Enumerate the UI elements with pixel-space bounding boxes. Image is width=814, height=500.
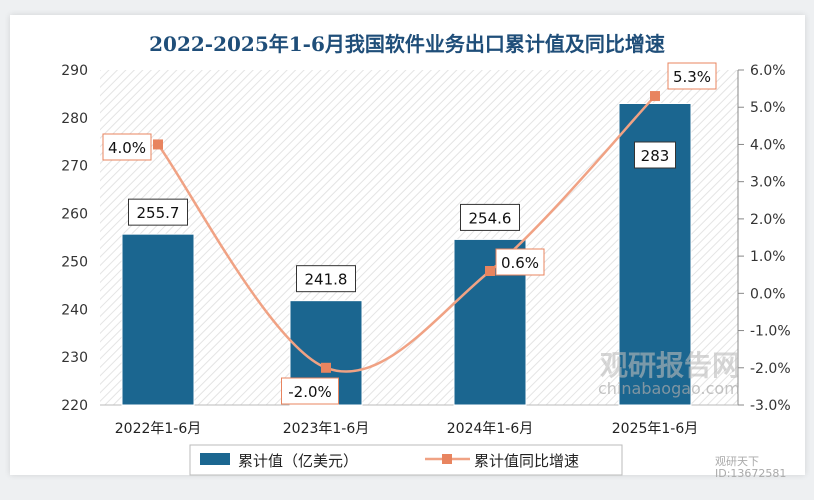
right-tick-label: -3.0% bbox=[750, 398, 791, 414]
chart-title: 2022-2025年1-6月我国软件业务出口累计值及同比增速 bbox=[149, 32, 665, 56]
bar-label: 254.6 bbox=[469, 209, 512, 227]
legend-bar-swatch bbox=[200, 453, 230, 465]
bar-label-box bbox=[634, 141, 676, 169]
line-marker bbox=[153, 139, 163, 150]
bar-label-box bbox=[460, 203, 520, 231]
x-tick-label: 2025年1-6月 bbox=[612, 421, 699, 437]
bar bbox=[121, 233, 195, 406]
bar-label-box bbox=[296, 265, 356, 293]
right-tick-label: -2.0% bbox=[750, 361, 791, 377]
watermark: 观研天下 ID:13672581 bbox=[715, 456, 786, 480]
left-tick-label: 290 bbox=[61, 63, 88, 79]
x-tick-label: 2024年1-6月 bbox=[447, 421, 534, 437]
left-tick-label: 230 bbox=[61, 350, 88, 366]
line-label: 5.3% bbox=[673, 68, 711, 86]
bar-label: 283 bbox=[641, 147, 670, 165]
right-tick-label: -1.0% bbox=[750, 324, 791, 340]
line-marker bbox=[321, 362, 331, 373]
right-tick-label: 4.0% bbox=[750, 137, 786, 153]
line-label-box bbox=[495, 248, 545, 276]
bar-label-box bbox=[128, 198, 188, 226]
right-tick-label: 6.0% bbox=[750, 63, 786, 79]
bar-label: 255.7 bbox=[137, 204, 180, 222]
right-tick-label: 1.0% bbox=[750, 249, 786, 265]
left-tick-label: 270 bbox=[61, 159, 88, 175]
line-label: 4.0% bbox=[108, 139, 146, 157]
watermark-id: ID:13672581 bbox=[715, 467, 787, 480]
left-tick-label: 260 bbox=[61, 207, 88, 223]
legend-box bbox=[189, 444, 623, 476]
growth-line bbox=[157, 95, 656, 373]
bar-label: 241.8 bbox=[305, 271, 348, 289]
right-tick-label: 0.0% bbox=[750, 286, 786, 302]
legend-line-label: 累计值同比增速 bbox=[474, 452, 579, 470]
right-tick-label: 5.0% bbox=[750, 100, 786, 116]
watermark-url: chinabaogao.com bbox=[598, 379, 740, 398]
line-label: 0.6% bbox=[501, 254, 539, 272]
watermark-account: 观研天下 bbox=[715, 455, 759, 468]
legend-bar-label: 累计值（亿美元） bbox=[238, 452, 358, 470]
left-tick-label: 220 bbox=[61, 398, 88, 414]
watermark-brand: 观研报告网 bbox=[600, 349, 740, 382]
left-tick-label: 250 bbox=[61, 254, 88, 270]
line-label: -2.0% bbox=[288, 383, 332, 401]
legend-line-marker bbox=[442, 454, 452, 464]
line-label-box bbox=[667, 62, 717, 90]
line-marker bbox=[485, 266, 495, 276]
line-marker bbox=[650, 91, 660, 102]
left-tick-label: 240 bbox=[61, 302, 88, 318]
bar bbox=[618, 103, 692, 406]
right-tick-label: 2.0% bbox=[750, 212, 786, 228]
right-tick-label: 3.0% bbox=[750, 175, 786, 191]
left-tick-label: 280 bbox=[61, 111, 88, 127]
x-tick-label: 2023年1-6月 bbox=[283, 421, 370, 437]
line-label-box bbox=[102, 133, 152, 161]
line-label-box bbox=[281, 377, 339, 405]
x-tick-label: 2022年1-6月 bbox=[115, 421, 202, 437]
